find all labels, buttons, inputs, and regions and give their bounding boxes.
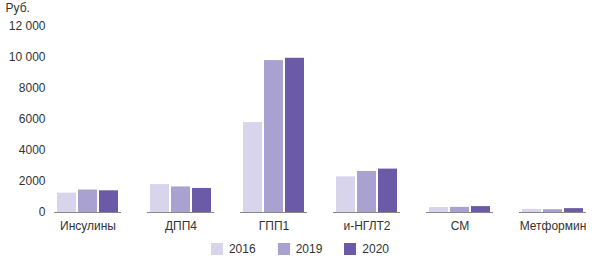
svg-text:и-НГЛТ2: и-НГЛТ2 xyxy=(343,219,390,233)
svg-text:Руб.: Руб. xyxy=(6,1,30,15)
svg-text:4000: 4000 xyxy=(19,143,46,157)
html-text:2016: 2016 xyxy=(228,242,256,256)
svg-text:8000: 8000 xyxy=(19,81,46,95)
svg-text:2000: 2000 xyxy=(19,174,46,188)
svg-text:Инсулины: Инсулины xyxy=(60,219,116,233)
svg-text:12 000: 12 000 xyxy=(9,19,46,33)
html-text:2019: 2019 xyxy=(295,242,323,256)
svg-text:10 000: 10 000 xyxy=(9,50,46,64)
svg-text:Метформин: Метформин xyxy=(520,219,587,233)
svg-text:6000: 6000 xyxy=(19,112,46,126)
svg-text:ДПП4: ДПП4 xyxy=(165,219,197,233)
svg-text:СМ: СМ xyxy=(451,219,470,233)
html-text:2020: 2020 xyxy=(362,242,389,256)
svg-text:ГПП1: ГПП1 xyxy=(259,219,290,233)
svg-text:0: 0 xyxy=(39,205,46,219)
